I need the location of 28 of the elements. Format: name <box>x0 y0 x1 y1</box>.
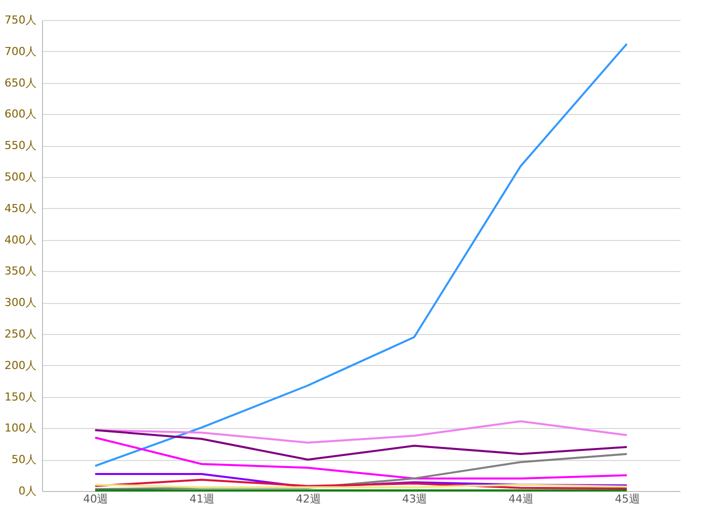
x-tick-label: 44週 <box>508 492 534 506</box>
y-tick-label: 700人 <box>4 44 36 58</box>
line-series <box>94 478 628 490</box>
y-tick-label: 500人 <box>4 170 36 184</box>
line-series <box>94 452 628 490</box>
y-tick-label: 150人 <box>4 390 36 404</box>
x-tick-label: 43週 <box>402 492 428 506</box>
y-tick-label: 750人 <box>4 14 36 26</box>
line-series <box>94 429 628 461</box>
y-tick-label: 100人 <box>4 422 36 435</box>
y-tick-label: 50人 <box>12 453 36 466</box>
y-tick-label: 450人 <box>4 202 36 215</box>
y-tick-label: 650人 <box>4 76 36 90</box>
line-series <box>94 420 628 444</box>
y-tick-label: 400人 <box>4 233 36 246</box>
y-tick-label: 200人 <box>4 358 36 372</box>
y-tick-label: 350人 <box>4 264 36 278</box>
y-tick-label: 300人 <box>4 296 36 310</box>
x-tick-label: 42週 <box>296 492 321 506</box>
line-series <box>94 436 628 480</box>
x-tick-label: 41週 <box>190 492 214 506</box>
y-tick-label: 0人 <box>18 484 36 498</box>
x-tick-label: 40週 <box>83 492 108 506</box>
x-tick-label: 45週 <box>614 492 640 506</box>
y-tick-label: 250人 <box>4 328 36 340</box>
y-tick-label: 600人 <box>4 108 36 121</box>
line-series <box>94 42 628 467</box>
y-tick-label: 550人 <box>4 139 36 152</box>
